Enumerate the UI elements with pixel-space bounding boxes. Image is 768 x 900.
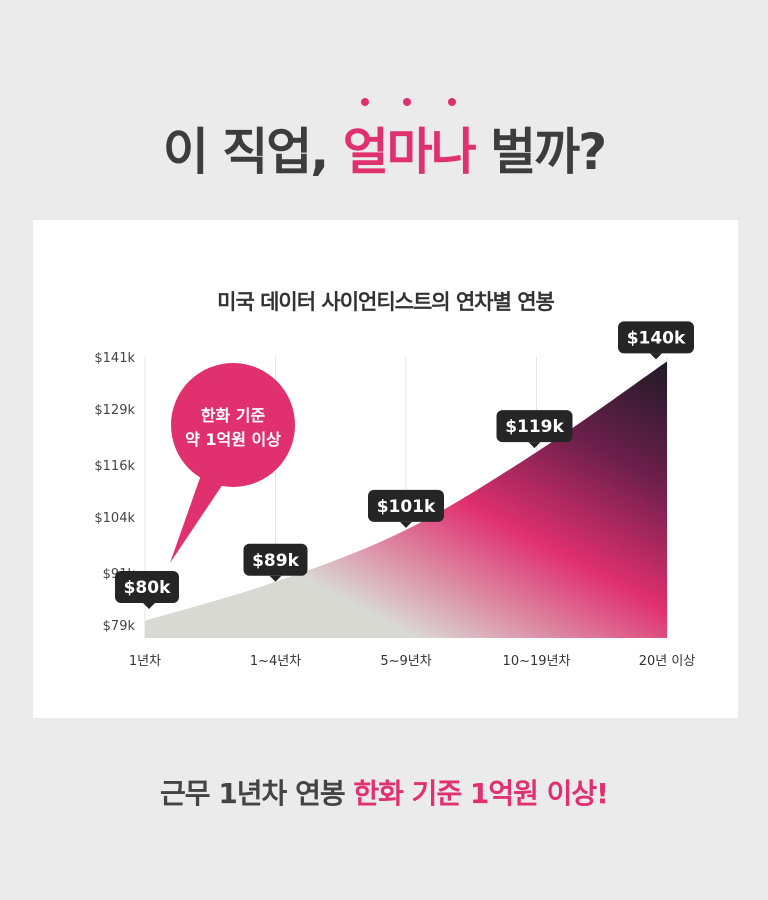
x-tick-label: 1년차 [129, 654, 161, 669]
x-tick-label: 20년 이상 [639, 654, 696, 669]
data-label-box [115, 571, 179, 603]
emphasis-dots [343, 98, 475, 108]
footer-caption: 근무 1년차 연봉 한화 기준 1억원 이상! [0, 772, 768, 812]
data-label-pointer [650, 353, 662, 360]
area-series [145, 361, 667, 638]
annotation-tail [170, 475, 225, 563]
headline-highlight: 얼마나 [342, 98, 477, 184]
data-label-pointer [143, 603, 155, 609]
x-tick-label: 10~19년차 [503, 654, 571, 669]
y-tick-label: $129k [94, 403, 135, 418]
data-label-box [496, 410, 573, 443]
headline: 이 직업, 얼마나 벌까? [0, 98, 768, 184]
chart-card: 미국 데이터 사이언티스트의 연차별 연봉 $79k$91k$104k$116k… [33, 220, 738, 718]
y-tick-label: $116k [94, 459, 135, 474]
x-tick-label: 1~4년차 [250, 654, 301, 669]
data-label: $140k [627, 328, 686, 348]
data-label: $89k [252, 551, 299, 571]
y-tick-label: $79k [103, 619, 136, 634]
footer-highlight: 한화 기준 1억원 이상 [353, 777, 597, 810]
headline-prefix: 이 직업, [162, 123, 343, 181]
headline-suffix: 벌까? [474, 123, 607, 181]
data-label: $101k [377, 497, 436, 517]
footer-prefix: 근무 1년차 연봉 [160, 777, 354, 810]
annotation-text: 약 1억원 이상 [185, 430, 281, 449]
y-tick-label: $141k [94, 351, 135, 366]
data-label: $119k [505, 417, 564, 437]
data-label: $80k [124, 578, 171, 598]
annotation-bubble [171, 363, 295, 487]
data-label-pointer [269, 575, 282, 582]
annotation-text: 한화 기준 [201, 406, 266, 425]
data-label-box [368, 489, 444, 522]
chart-title: 미국 데이터 사이언티스트의 연차별 연봉 [217, 290, 555, 314]
data-label-pointer [528, 442, 541, 449]
data-label-box [243, 543, 308, 576]
data-label-box [618, 321, 694, 354]
area-chart: $79k$91k$104k$116k$129k$141k1년차1~4년차5~9년… [94, 321, 696, 669]
x-tick-label: 5~9년차 [380, 654, 431, 669]
headline-highlight-text: 얼마나 [342, 123, 477, 181]
y-tick-label: $104k [94, 511, 135, 526]
footer-suffix: ! [596, 777, 609, 810]
data-label-pointer [400, 521, 412, 528]
